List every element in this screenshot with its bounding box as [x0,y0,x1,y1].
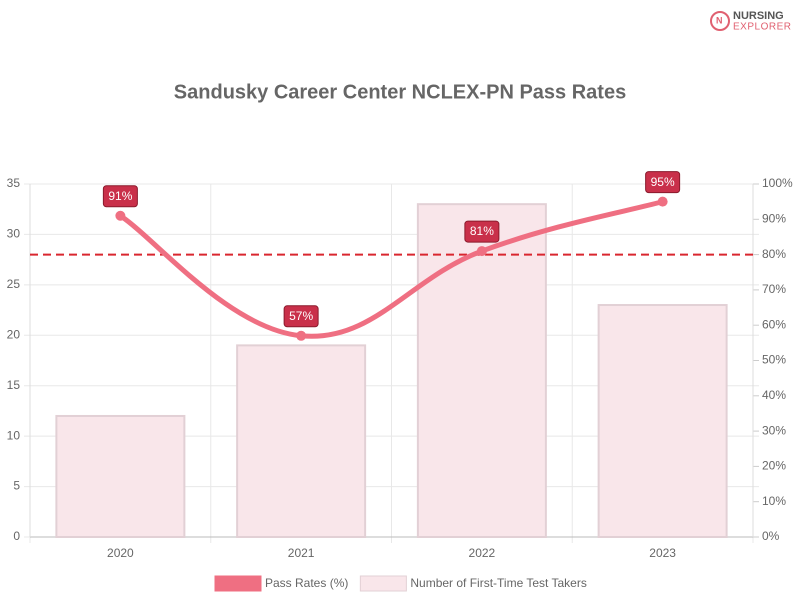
x-tick-label: 2021 [288,546,315,560]
bar [55,414,186,539]
y-tick-label: 30 [7,227,21,241]
logo-line2: EXPLORER [733,22,791,33]
y2-tick-label: 40% [762,388,786,402]
legend-label: Number of First-Time Test Takers [410,576,586,590]
y-tick-label: 0 [13,529,20,543]
y2-tick-label: 90% [762,211,786,225]
y2-tick-label: 60% [762,317,786,331]
y2-tick-label: 50% [762,353,786,367]
point [296,330,307,341]
value-label-box [283,305,319,328]
bar [597,304,728,538]
legend-label: Pass Rates (%) [265,576,348,590]
point [476,246,487,257]
logo-icon [710,11,730,31]
y2-tick-label: 100% [762,176,793,190]
logo: N NURSING EXPLORER [710,10,791,33]
value-label: 95% [651,175,675,189]
bar [416,203,547,539]
y-tick-label: 20 [7,327,21,341]
bar [236,344,367,538]
chart-title: Sandusky Career Center NCLEX-PN Pass Rat… [174,81,626,103]
point [657,196,668,207]
value-label-box [102,185,138,208]
value-label-box [464,220,500,243]
y-tick-label: 5 [13,479,20,493]
y-tick-label: 10 [7,428,21,442]
x-tick-label: 2020 [107,546,134,560]
y2-tick-label: 10% [762,494,786,508]
point [115,210,126,221]
y2-tick-label: 70% [762,282,786,296]
y-tick-label: 15 [7,378,21,392]
y2-tick-label: 0% [762,529,780,543]
y2-tick-label: 80% [762,247,786,261]
x-tick-label: 2023 [649,546,676,560]
y2-tick-label: 30% [762,423,786,437]
legend-swatch [214,575,262,592]
value-label: 91% [108,189,132,203]
x-tick-label: 2022 [469,546,496,560]
marks [30,196,753,539]
value-label: 57% [289,309,313,323]
y-tick-label: 35 [7,176,21,190]
y-tick-label: 25 [7,277,21,291]
legend-swatch [359,575,407,592]
labels: 0 5 10 15 20 25 30 35 0% 10% 20% 30% 40% 50% 60% 70% 80%… [7,171,793,592]
value-label-box [645,171,681,194]
logo-line1: NURSING [733,10,784,22]
line [118,199,664,339]
y2-tick-label: 20% [762,459,786,473]
logo-icon-text: N [716,15,723,25]
value-label: 81% [470,224,494,238]
